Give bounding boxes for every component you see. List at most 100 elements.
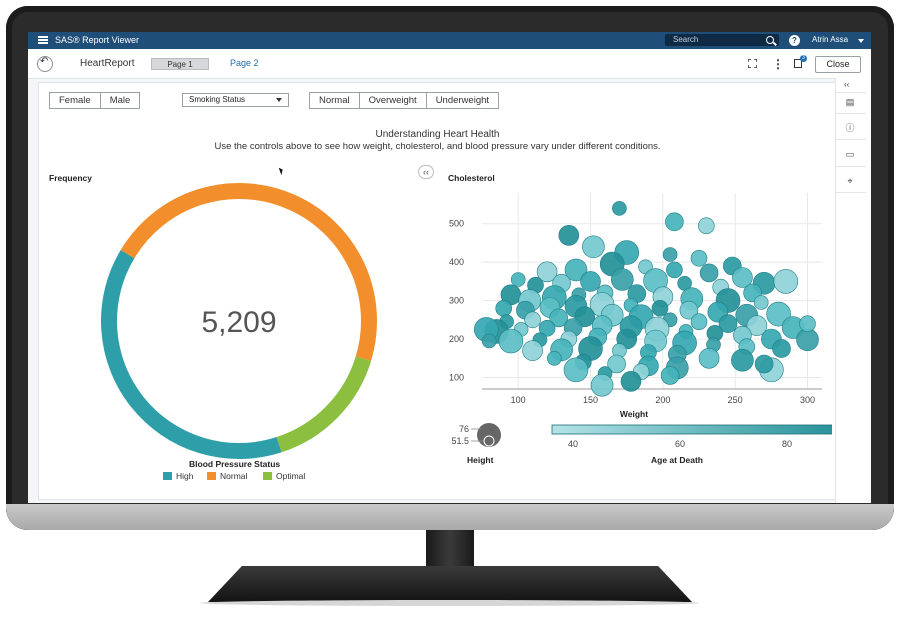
app-title: SAS® Report Viewer	[55, 35, 140, 45]
scatter-point[interactable]	[564, 258, 588, 282]
legend-swatch-normal	[207, 472, 216, 480]
scatter-point[interactable]	[549, 308, 568, 328]
table-icon[interactable]: ▤	[845, 97, 855, 107]
scatter-point[interactable]	[538, 320, 556, 337]
scatter-point[interactable]	[580, 271, 601, 292]
donut-slice-optimal[interactable]	[276, 356, 372, 453]
scatter-point[interactable]	[651, 300, 669, 317]
legend-item-high[interactable]: High	[163, 471, 193, 481]
help-icon[interactable]: ?	[789, 35, 800, 46]
total-count: 5,209	[201, 306, 276, 339]
scatter-point[interactable]	[731, 348, 754, 372]
notes-icon[interactable]	[794, 59, 802, 68]
scatter-point[interactable]	[563, 357, 589, 383]
size-legend-small-marker	[483, 435, 495, 447]
donut-chart: 5,209	[101, 183, 377, 459]
scatter-point[interactable]	[522, 340, 543, 361]
legend-label-normal: Normal	[220, 471, 248, 481]
legend-label-high: High	[176, 471, 194, 481]
scatter-point[interactable]	[796, 328, 819, 352]
x-tick-label: 150	[583, 395, 598, 405]
search-input[interactable]: Search	[665, 34, 779, 46]
close-button[interactable]: Close	[815, 56, 861, 73]
report-name: HeartReport	[80, 58, 135, 69]
right-rail: ‹‹ ▤ ⓘ ▭ ⌖	[835, 78, 871, 503]
rail-divider	[836, 166, 866, 167]
back-icon[interactable]	[37, 56, 53, 72]
scatter-point[interactable]	[611, 268, 634, 291]
smoking-status-dropdown[interactable]: Smoking Status	[182, 93, 289, 107]
scatter-point[interactable]	[753, 295, 769, 310]
legend-title: Blood Pressure Status	[189, 459, 281, 469]
scatter-point[interactable]	[481, 333, 497, 349]
scatter-point[interactable]	[773, 269, 799, 294]
rail-divider	[836, 113, 866, 114]
age-legend-tick: 40	[568, 439, 578, 449]
scatter-point[interactable]	[718, 314, 738, 333]
donut-slice-high[interactable]	[101, 249, 282, 459]
x-axis-label: Weight	[620, 409, 648, 419]
monitor-stand-base	[208, 566, 692, 602]
scatter-point[interactable]	[607, 354, 626, 374]
legend-item-optimal[interactable]: Optimal	[263, 471, 305, 481]
app-bar: SAS® Report Viewer Search ? Atrin Assa	[28, 32, 871, 49]
scatter-point[interactable]	[690, 313, 708, 330]
user-name[interactable]: Atrin Assa	[812, 35, 849, 44]
scatter-point[interactable]	[547, 351, 562, 366]
scatter-point[interactable]	[662, 247, 678, 262]
scatter-point[interactable]	[590, 373, 614, 397]
filter-icon[interactable]: ⌖	[847, 176, 853, 186]
age-legend-title: Age at Death	[651, 455, 703, 465]
screen: SAS® Report Viewer Search ? Atrin Assa H…	[28, 32, 871, 503]
collapse-rail-icon[interactable]: ‹‹	[844, 80, 850, 89]
smoking-status-value: Smoking Status	[189, 95, 246, 104]
donut-slice-normal[interactable]	[120, 183, 377, 361]
scatter-point[interactable]	[524, 311, 541, 329]
comment-icon[interactable]: ▭	[845, 149, 855, 159]
chevron-down-icon	[276, 98, 282, 102]
male-button[interactable]: Male	[109, 95, 131, 106]
scatter-point[interactable]	[698, 348, 720, 369]
mouse-cursor-icon	[278, 166, 285, 176]
scatter-point[interactable]	[612, 201, 627, 216]
scatter-point[interactable]	[582, 235, 605, 259]
legend-label-optimal: Optimal	[276, 471, 306, 481]
scatter-point[interactable]	[666, 261, 683, 279]
search-icon[interactable]	[766, 36, 774, 44]
y-tick-label: 500	[449, 219, 464, 229]
legend-swatch-optimal	[263, 472, 272, 480]
normal-weight-button[interactable]: Normal	[310, 93, 360, 108]
tab-page-2[interactable]: Page 2	[230, 58, 259, 68]
legend-item-normal[interactable]: Normal	[207, 471, 247, 481]
y-tick-label: 300	[449, 296, 464, 306]
underweight-button[interactable]: Underweight	[435, 95, 490, 106]
more-options-icon[interactable]: ⋮	[772, 57, 784, 71]
scatter-point[interactable]	[754, 354, 774, 374]
scatter-point[interactable]	[665, 212, 684, 232]
scatter-point[interactable]	[536, 261, 558, 283]
scatter-point[interactable]	[660, 366, 680, 385]
scatter-point[interactable]	[746, 315, 768, 336]
scatter-point[interactable]	[772, 339, 791, 358]
expand-icon[interactable]	[748, 59, 757, 68]
scatter-point[interactable]	[697, 217, 715, 235]
tab-page-1[interactable]: Page 1	[151, 58, 209, 70]
scatter-point[interactable]	[732, 267, 753, 288]
info-icon[interactable]: ⓘ	[845, 123, 855, 133]
chevron-down-icon[interactable]	[858, 39, 864, 43]
scatter-point[interactable]	[699, 263, 719, 283]
scatter-point[interactable]	[498, 328, 524, 354]
scatter-point[interactable]	[558, 224, 580, 246]
scatter-point[interactable]	[679, 300, 699, 320]
overweight-button[interactable]: Overweight	[360, 93, 427, 108]
collapse-chevron-icon[interactable]: ‹‹	[418, 165, 434, 179]
frequency-label: Frequency	[49, 173, 92, 183]
scatter-point[interactable]	[510, 272, 526, 287]
female-button[interactable]: Female	[50, 93, 101, 108]
y-tick-label: 100	[449, 372, 464, 382]
scatter-point[interactable]	[495, 300, 512, 317]
scatter-point[interactable]	[690, 250, 708, 267]
scatter-point[interactable]	[620, 371, 642, 392]
scatter-point[interactable]	[799, 315, 816, 332]
menu-icon[interactable]	[38, 36, 48, 44]
